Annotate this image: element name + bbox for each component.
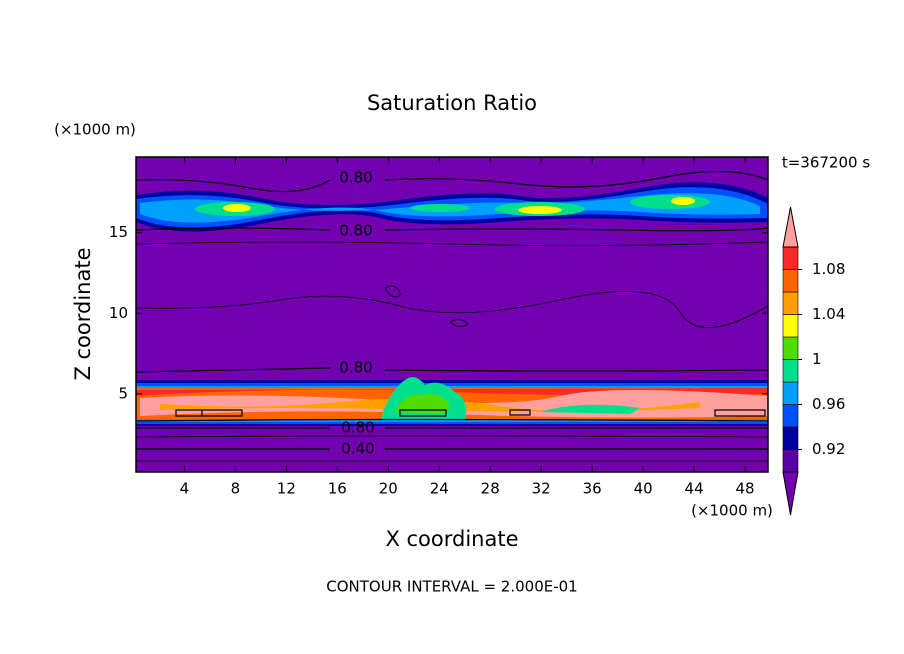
colorbar-band (782, 359, 799, 383)
field-region (395, 393, 450, 414)
colorbar-tick-label: 1.08 (812, 260, 845, 278)
colorbar-band (782, 314, 799, 338)
contour-label: 0.80 (341, 419, 374, 437)
colorbar-band (782, 449, 799, 473)
contour-field (136, 157, 768, 472)
x-tick-label: 28 (481, 480, 500, 498)
colorbar-band (782, 426, 799, 450)
time-label: t=367200 s (782, 154, 870, 172)
field-region (630, 195, 710, 209)
x-unit: (×1000 m) (691, 502, 773, 520)
x-tick-label: 32 (532, 480, 551, 498)
colorbar-band (782, 291, 799, 315)
colorbar-tick-label: 0.92 (812, 440, 845, 458)
footer: CONTOUR INTERVAL = 2.000E-01 (326, 578, 577, 596)
colorbar-under (782, 471, 799, 516)
chart-title: Saturation Ratio (367, 91, 537, 115)
x-tick-label: 20 (379, 480, 398, 498)
x-tick-label: 4 (180, 480, 190, 498)
x-tick-label: 36 (583, 480, 602, 498)
contour-label: 0.80 (339, 359, 372, 377)
colorbar-band (782, 404, 799, 428)
x-tick-label: 8 (231, 480, 241, 498)
contour-label: 0.80 (339, 222, 372, 240)
field-region (223, 204, 251, 212)
contour-lines (135, 170, 769, 462)
field-region (671, 197, 695, 205)
y-tick-label: 10 (109, 304, 128, 322)
x-tick-label: 44 (685, 480, 704, 498)
x-tick-label: 12 (277, 480, 296, 498)
y-tick-label: 5 (118, 384, 128, 402)
y-axis-label: Z coordinate (71, 247, 95, 380)
colorbar-tick-label: 1.04 (812, 305, 845, 323)
colorbar-band (782, 336, 799, 360)
x-tick-label: 40 (634, 480, 653, 498)
colorbar-band (782, 381, 799, 405)
y-tick-label: 15 (109, 223, 128, 241)
colorbar-band (782, 246, 799, 270)
field-region (540, 404, 640, 414)
plot-frame (135, 156, 769, 473)
contour-label: 0.80 (339, 169, 372, 187)
colorbar-tick-label: 1 (812, 350, 822, 368)
colorbar-over (782, 206, 799, 248)
field-region (518, 206, 562, 214)
colorbar-tick-label: 0.96 (812, 395, 845, 413)
colorbar-band (782, 269, 799, 293)
x-tick-label: 16 (328, 480, 347, 498)
x-tick-label: 48 (736, 480, 755, 498)
x-tick-label: 24 (430, 480, 449, 498)
y-unit: (×1000 m) (54, 121, 136, 139)
x-axis-label: X coordinate (385, 527, 518, 551)
field-region (410, 204, 470, 212)
contour-label: 0.40 (341, 440, 374, 458)
